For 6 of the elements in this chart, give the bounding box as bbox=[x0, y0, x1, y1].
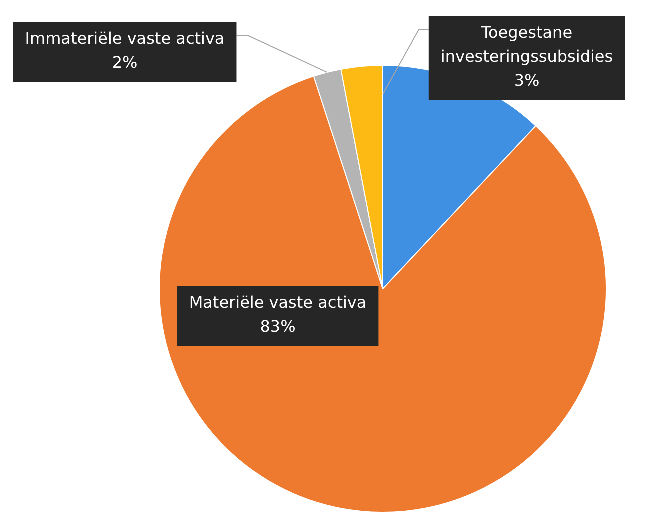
data-label: 3% bbox=[514, 71, 540, 90]
slice-label: Materiële vaste activa bbox=[189, 293, 367, 312]
slice-label: Toegestane investeringssubsidies bbox=[440, 23, 614, 66]
slice-label: Immateriële vaste activa bbox=[25, 29, 225, 48]
data-label: 2% bbox=[112, 53, 138, 72]
data-label: 83% bbox=[260, 317, 296, 336]
